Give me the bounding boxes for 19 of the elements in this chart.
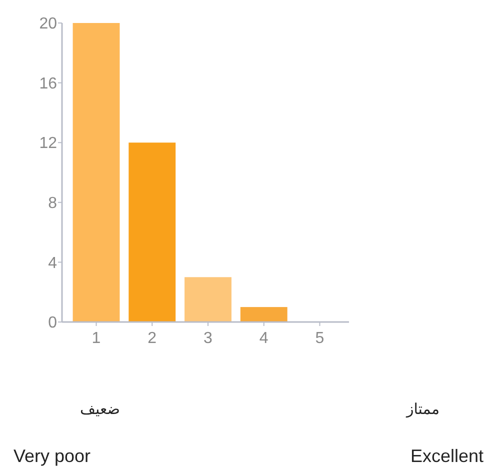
text: Excellent (410, 446, 484, 466)
bar (240, 307, 288, 322)
x-tick-label: 2 (148, 330, 157, 347)
text: Very poor (13, 446, 91, 466)
bar (128, 142, 176, 322)
y-tick-label: 20 (39, 16, 58, 33)
x-tick-label: 4 (259, 330, 268, 347)
x-tick-label: 5 (315, 330, 324, 347)
y-tick-label: 8 (48, 195, 58, 212)
y-tick-label: 4 (48, 254, 58, 272)
text: ممتاز (405, 400, 440, 418)
x-tick-label: 1 (92, 330, 101, 347)
y-tick-label: 0 (48, 314, 58, 332)
bar (72, 23, 120, 322)
y-tick-label: 12 (39, 135, 58, 152)
text: ضعيف (80, 400, 120, 418)
y-tick-label: 16 (39, 75, 58, 92)
x-tick-label: 3 (204, 330, 213, 347)
bar (184, 277, 232, 322)
